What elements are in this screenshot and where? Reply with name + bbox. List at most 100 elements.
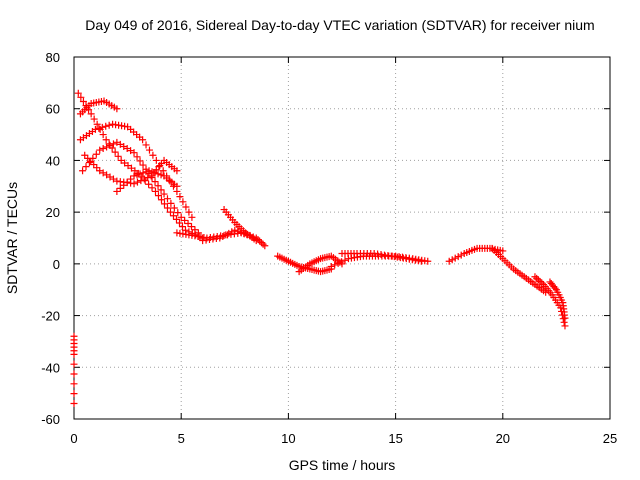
data-point [534,276,542,284]
data-point [142,141,150,149]
data-point [79,97,87,105]
x-tick-labels: 0 5 10 15 20 25 [70,431,617,446]
data-point [113,105,121,113]
data-point [454,253,462,261]
data-point [145,180,153,188]
data-point [154,170,162,178]
data-point [163,204,171,212]
data-point [144,173,152,181]
data-point [219,232,227,240]
data-point [166,208,174,216]
data-point [191,226,199,234]
data-point [157,196,165,204]
data-point [133,178,141,186]
y-tick-label: 80 [46,50,60,65]
y-tick-label: -20 [41,309,60,324]
data-point [96,146,104,154]
data-points [70,89,569,407]
data-point [139,136,147,144]
data-point [240,229,248,237]
data-point [70,399,78,407]
x-tick-label: 0 [70,431,77,446]
data-point [82,163,90,171]
data-point [172,215,180,223]
plot-frame [73,56,611,420]
data-point [116,184,124,192]
data-point [90,161,98,169]
data-point [77,93,85,101]
chart-title: Day 049 of 2016, Sidereal Day-to-day VTE… [85,17,594,33]
data-point [92,150,100,158]
data-point [417,257,425,265]
data-point [151,169,159,177]
data-point [99,145,107,153]
data-point [139,169,147,177]
data-point [185,208,193,216]
x-tick-label: 25 [603,431,617,446]
data-point [157,171,165,179]
data-point [160,190,168,198]
data-point [237,228,245,236]
data-point [160,200,168,208]
data-point [159,167,167,175]
data-point [173,182,181,190]
data-point [90,115,98,123]
data-point [166,177,174,185]
data-point [157,186,165,194]
data-point [114,152,122,160]
data-point [70,380,78,388]
data-point [148,168,156,176]
data-point [187,223,195,231]
x-tick-label: 5 [178,431,185,446]
data-point [173,167,181,175]
data-point [105,121,113,129]
data-point [261,242,269,250]
data-point [174,209,182,217]
data-point [87,110,95,118]
data-point [259,240,267,248]
data-point [102,122,110,130]
data-point [179,198,187,206]
data-point [170,204,178,212]
data-point [561,322,569,330]
data-point [331,261,339,269]
data-point [137,177,145,185]
data-point [151,178,159,186]
data-point [216,234,224,242]
y-tick-label: 40 [46,153,60,168]
grid [74,57,610,419]
data-point [74,89,82,97]
data-point [148,184,156,192]
data-point [151,187,159,195]
data-point [531,273,539,281]
x-axis-label: GPS time / hours [289,457,396,473]
data-point [154,192,162,200]
data-point [93,164,101,172]
y-axis-label: SDTVAR / TECUs [4,182,20,294]
y-tick-label: -60 [41,412,60,427]
data-point [130,149,138,157]
data-point [127,175,135,183]
data-point [184,220,192,228]
data-point [120,181,128,189]
data-point [133,153,141,161]
y-tick-label: 20 [46,205,60,220]
data-point [252,237,260,245]
data-point [70,390,78,398]
axis-ticks [73,56,611,420]
data-point [341,256,349,264]
x-tick-label: 10 [281,431,295,446]
data-point [163,195,171,203]
data-point [457,251,465,259]
data-point [222,231,230,239]
data-point [225,229,233,237]
data-point [98,123,106,131]
data-point [70,350,78,358]
data-point [257,239,265,247]
data-point [102,136,110,144]
data-point [145,146,153,154]
y-tick-label: -40 [41,360,60,375]
data-point [169,212,177,220]
data-point [533,274,541,282]
